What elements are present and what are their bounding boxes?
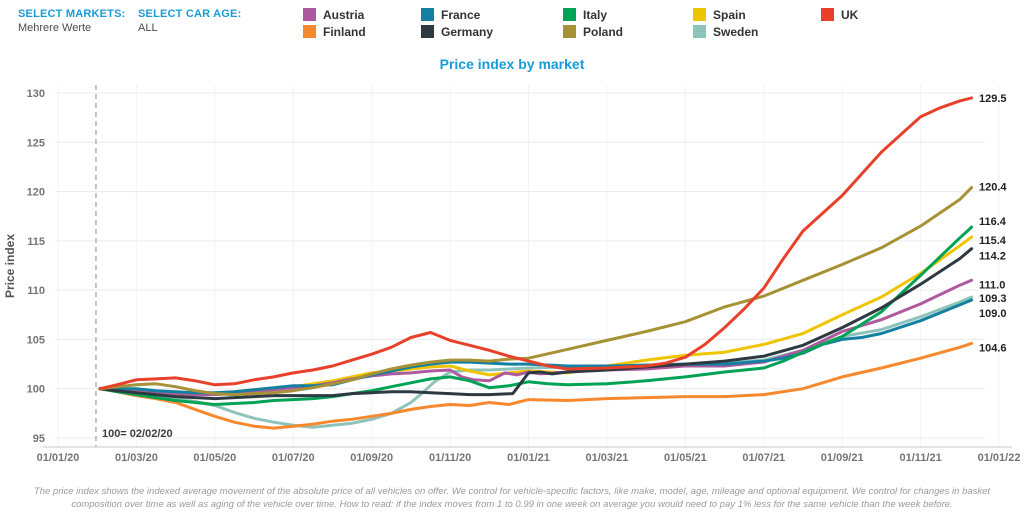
y-tick-label: 110 (27, 285, 45, 297)
select-car-age-label: SELECT CAR AGE: (138, 8, 242, 20)
end-label-poland: 120.4 (979, 182, 1007, 194)
y-tick-label: 95 (33, 433, 45, 445)
x-tick-label: 01/01/22 (978, 452, 1021, 464)
legend-item-sweden[interactable]: Sweden (693, 23, 821, 40)
series-line-poland[interactable] (98, 186, 974, 397)
footnote: The price index shows the indexed averag… (33, 486, 991, 510)
price-index-chart: 95 100 105 110 115 120 125 130 01/01/20 01/03/20 0… (3, 85, 1021, 464)
legend-item-finland[interactable]: Finland (303, 23, 421, 40)
select-markets-label: SELECT MARKETS: (18, 8, 126, 20)
end-label-uk: 129.5 (979, 93, 1007, 105)
x-tick-label: 01/01/20 (37, 452, 80, 464)
y-axis-title: Price index (3, 234, 17, 298)
legend-label: Germany (441, 24, 494, 39)
y-tick-label: 125 (27, 137, 45, 149)
x-tick-label: 01/09/21 (821, 452, 864, 464)
legend-swatch-france (421, 8, 434, 21)
select-markets-value[interactable]: Mehrere Werte (18, 22, 92, 34)
series-line-germany[interactable] (98, 247, 974, 401)
legend-label: France (441, 7, 481, 22)
select-car-age-filter[interactable]: SELECT CAR AGE: ALL (138, 8, 241, 34)
legend-label: Spain (713, 7, 746, 22)
baseline-annotation: 100= 02/02/20 (102, 428, 173, 440)
chart-title: Price index by market (439, 56, 585, 72)
legend-item-germany[interactable]: Germany (421, 23, 563, 40)
x-tick-label: 01/01/21 (507, 452, 550, 464)
select-car-age-value[interactable]: ALL (138, 22, 158, 34)
legend-item-france[interactable]: France (421, 6, 563, 23)
end-label-sweden: 109.3 (979, 293, 1007, 305)
end-label-finland: 104.6 (979, 342, 1007, 354)
legend-swatch-germany (421, 25, 434, 38)
y-tick-label: 130 (27, 88, 45, 100)
x-tick-label: 01/05/20 (193, 452, 236, 464)
x-tick-label: 01/07/21 (742, 452, 785, 464)
legend-swatch-poland (563, 25, 576, 38)
legend: Austria France Italy Spain UK Finland Germany P… (303, 6, 931, 40)
legend-label: UK (841, 7, 859, 22)
select-markets-filter[interactable]: SELECT MARKETS: Mehrere Werte (18, 8, 126, 34)
y-tick-label: 105 (27, 334, 45, 346)
legend-label: Sweden (713, 24, 759, 39)
legend-label: Italy (583, 7, 608, 22)
legend-item-poland[interactable]: Poland (563, 23, 693, 40)
x-tick-label: 01/05/21 (664, 452, 707, 464)
legend-swatch-austria (303, 8, 316, 21)
x-tick-label: 01/09/20 (350, 452, 393, 464)
legend-item-italy[interactable]: Italy (563, 6, 693, 23)
x-tick-label: 01/07/20 (272, 452, 315, 464)
series-line-uk[interactable] (98, 96, 974, 391)
legend-item-uk[interactable]: UK (821, 6, 931, 23)
legend-swatch-spain (693, 8, 706, 21)
series-line-italy[interactable] (98, 225, 974, 406)
y-tick-label: 100 (27, 384, 45, 396)
y-tick-label: 120 (27, 187, 45, 199)
x-tick-label: 01/11/21 (900, 452, 942, 464)
legend-label: Poland (583, 24, 624, 39)
y-tick-label: 115 (27, 236, 45, 248)
end-label-france: 109.0 (979, 308, 1007, 320)
legend-label: Finland (323, 24, 366, 39)
end-label-germany: 114.2 (979, 251, 1006, 263)
legend-label: Austria (323, 7, 365, 22)
legend-swatch-finland (303, 25, 316, 38)
x-tick-label: 01/03/21 (586, 452, 629, 464)
legend-swatch-sweden (693, 25, 706, 38)
legend-item-austria[interactable]: Austria (303, 6, 421, 23)
legend-swatch-italy (563, 8, 576, 21)
x-tick-label: 01/11/20 (429, 452, 471, 464)
end-label-italy: 116.4 (979, 216, 1007, 228)
end-label-spain: 115.4 (979, 235, 1007, 247)
x-tick-label: 01/03/20 (115, 452, 158, 464)
legend-swatch-uk (821, 8, 834, 21)
legend-item-spain[interactable]: Spain (693, 6, 821, 23)
end-label-austria: 111.0 (979, 279, 1005, 291)
series-line-finland[interactable] (98, 341, 974, 430)
